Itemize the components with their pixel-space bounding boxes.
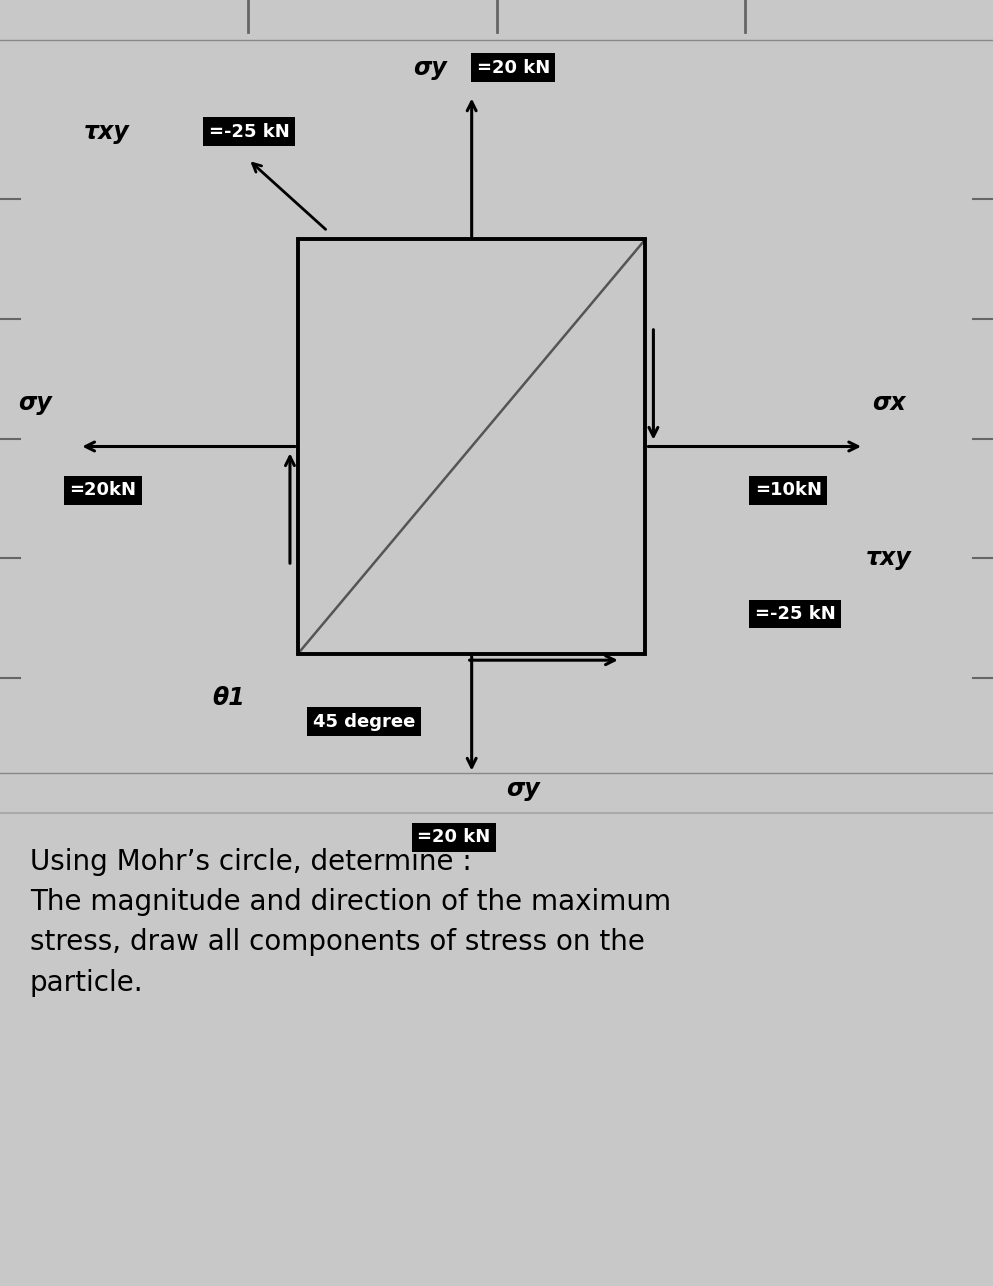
Text: σx: σx xyxy=(872,391,906,414)
Text: Using Mohr’s circle, determine :
The magnitude and direction of the maximum
stre: Using Mohr’s circle, determine : The mag… xyxy=(30,849,671,997)
Text: =-25 kN: =-25 kN xyxy=(209,122,289,140)
Text: σy: σy xyxy=(506,777,540,801)
Text: =10kN: =10kN xyxy=(755,481,821,499)
Text: τxy: τxy xyxy=(83,120,129,144)
Text: =20 kN: =20 kN xyxy=(477,59,550,77)
Text: =20 kN: =20 kN xyxy=(417,828,491,846)
Text: =20kN: =20kN xyxy=(70,481,136,499)
Text: σy: σy xyxy=(413,55,447,80)
Text: τxy: τxy xyxy=(866,547,912,570)
Text: σy: σy xyxy=(18,391,52,414)
Text: 45 degree: 45 degree xyxy=(313,712,415,730)
Text: θ1: θ1 xyxy=(213,685,244,710)
Text: =-25 kN: =-25 kN xyxy=(755,604,835,622)
